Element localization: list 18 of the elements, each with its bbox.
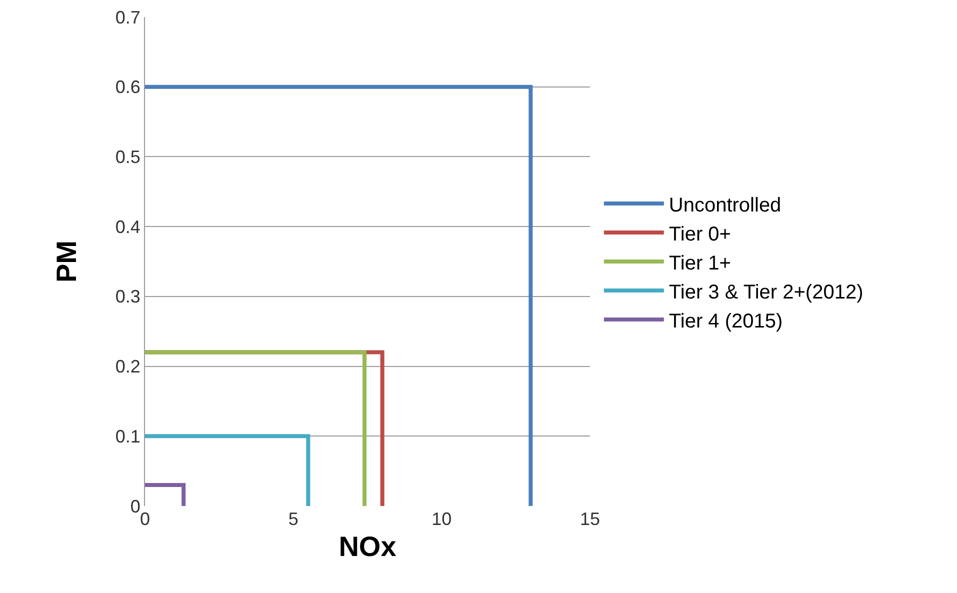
y-tick-label: 0.5	[115, 147, 140, 168]
y-tick-label: 0.3	[115, 286, 140, 307]
legend-label: Tier 0+	[668, 223, 731, 246]
legend-label: Tier 4 (2015)	[668, 310, 783, 332]
x-tick-label: 5	[288, 509, 298, 529]
x-axis-title: NOx	[338, 531, 397, 562]
y-tick-label: 0.7	[115, 7, 140, 28]
x-tick-label: 15	[580, 509, 600, 529]
legend-label: Tier 3 & Tier 2+(2012)	[668, 281, 864, 304]
y-tick-label: 0.6	[115, 77, 140, 98]
y-tick-label: 0.1	[115, 426, 140, 446]
y-tick-label: 0	[130, 496, 140, 516]
y-tick-label: 0.4	[115, 216, 140, 237]
legend-label: Uncontrolled	[668, 194, 782, 216]
y-tick-label: 0.2	[115, 356, 140, 377]
y-axis-title: PM	[51, 240, 82, 282]
legend-label: Tier 1+	[668, 252, 731, 274]
x-tick-label: 10	[432, 509, 452, 529]
